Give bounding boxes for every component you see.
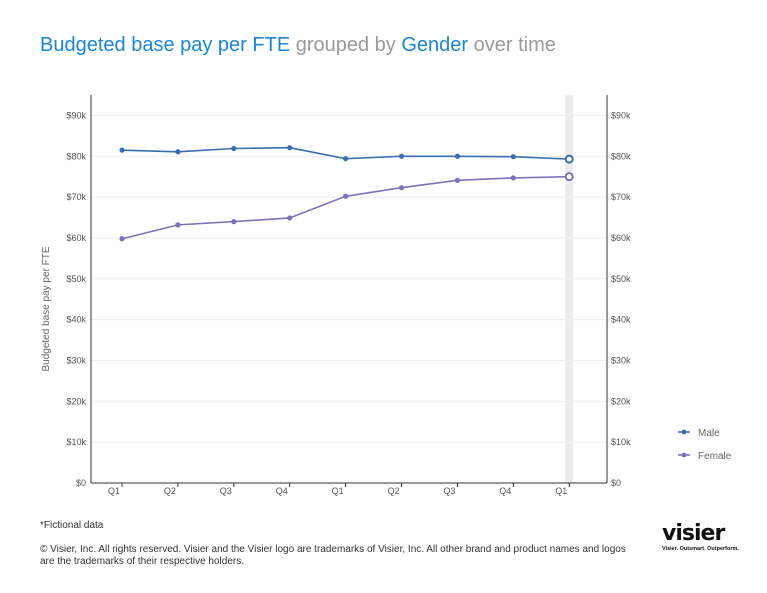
data-point-female bbox=[564, 172, 574, 182]
y-tick-label-left: $70k bbox=[66, 192, 86, 202]
x-tick-label: Q2 bbox=[164, 486, 176, 496]
data-point-female bbox=[398, 185, 405, 191]
y-tick-label-right: $0 bbox=[611, 478, 621, 488]
data-point-female bbox=[175, 222, 181, 228]
series-line-female bbox=[121, 175, 570, 240]
x-tick-label: Q4 bbox=[276, 486, 288, 496]
x-tick-label: Q1 bbox=[108, 486, 120, 496]
logo-wordmark: visier bbox=[662, 521, 725, 546]
y-tick-label-right: $30k bbox=[611, 355, 631, 365]
title-dimension: Gender bbox=[401, 34, 469, 56]
y-tick-label-left: $10k bbox=[66, 437, 86, 447]
chart-title: Budgeted base pay per FTE grouped by Gen… bbox=[40, 34, 556, 57]
y-tick-label-right: $50k bbox=[611, 274, 631, 284]
x-tick-label: Q3 bbox=[443, 486, 455, 496]
x-tick-label: Q4 bbox=[499, 486, 511, 496]
y-tick-label-right: $40k bbox=[611, 315, 631, 325]
y-tick-label-right: $10k bbox=[611, 437, 631, 447]
x-tick-label: Q2 bbox=[387, 486, 399, 496]
data-point-female bbox=[454, 177, 460, 183]
y-axis-title: Budgeted base pay per FTE bbox=[41, 246, 52, 371]
data-point-female bbox=[343, 193, 349, 199]
legend-label-female: Female bbox=[698, 451, 732, 462]
fictional-data-note: *Fictional data bbox=[40, 520, 104, 531]
y-tick-label-right: $70k bbox=[611, 192, 631, 202]
data-point-male bbox=[119, 147, 125, 153]
y-tick-label-left: $20k bbox=[66, 396, 86, 406]
y-tick-label-left: $30k bbox=[66, 355, 86, 365]
y-tick-label-right: $80k bbox=[611, 151, 631, 161]
y-tick-label-left: $60k bbox=[66, 233, 86, 243]
current-period-band bbox=[565, 95, 574, 483]
data-point-male bbox=[564, 154, 574, 164]
legend-marker-female bbox=[681, 452, 687, 458]
data-point-female bbox=[510, 175, 516, 181]
y-tick-label-left: $40k bbox=[66, 315, 86, 325]
data-point-female bbox=[119, 236, 125, 242]
data-point-male bbox=[398, 153, 405, 159]
data-point-male bbox=[454, 153, 460, 159]
x-tick-label: Q1 bbox=[332, 486, 344, 496]
y-tick-label-left: $0 bbox=[76, 478, 86, 488]
x-tick-label: Q1 bbox=[555, 486, 567, 496]
y-tick-label-right: $20k bbox=[611, 396, 631, 406]
y-tick-label-left: $90k bbox=[66, 110, 86, 120]
logo-tagline: Visier. Outsmart. Outperform. bbox=[662, 546, 739, 552]
title-metric: Budgeted base pay per FTE bbox=[40, 34, 291, 56]
x-tick-label: Q3 bbox=[220, 486, 232, 496]
data-point-female bbox=[287, 215, 293, 221]
data-point-female bbox=[231, 219, 237, 225]
copyright-notice: © Visier, Inc. All rights reserved. Visi… bbox=[40, 544, 626, 567]
legend-marker-male bbox=[681, 429, 687, 435]
y-tick-label-left: $50k bbox=[66, 274, 86, 284]
y-tick-label-right: $90k bbox=[611, 110, 631, 120]
data-point-male bbox=[231, 145, 237, 152]
line-chart: $0 $0 $10k $10k $20k $20k $30k $30k $40k $40k $50k… bbox=[41, 95, 732, 496]
y-tick-label-left: $80k bbox=[66, 151, 86, 161]
title-connector-grouped-by: grouped by bbox=[295, 34, 396, 56]
data-point-male bbox=[343, 156, 349, 162]
y-tick-label-right: $60k bbox=[611, 233, 631, 243]
legend-label-male: Male bbox=[698, 428, 720, 439]
visier-logo: visier Visier. Outsmart. Outperform. bbox=[662, 521, 742, 553]
data-point-male bbox=[510, 154, 516, 160]
data-point-male bbox=[175, 149, 181, 155]
title-connector-over-time: over time bbox=[473, 34, 556, 56]
data-point-male bbox=[287, 145, 293, 151]
